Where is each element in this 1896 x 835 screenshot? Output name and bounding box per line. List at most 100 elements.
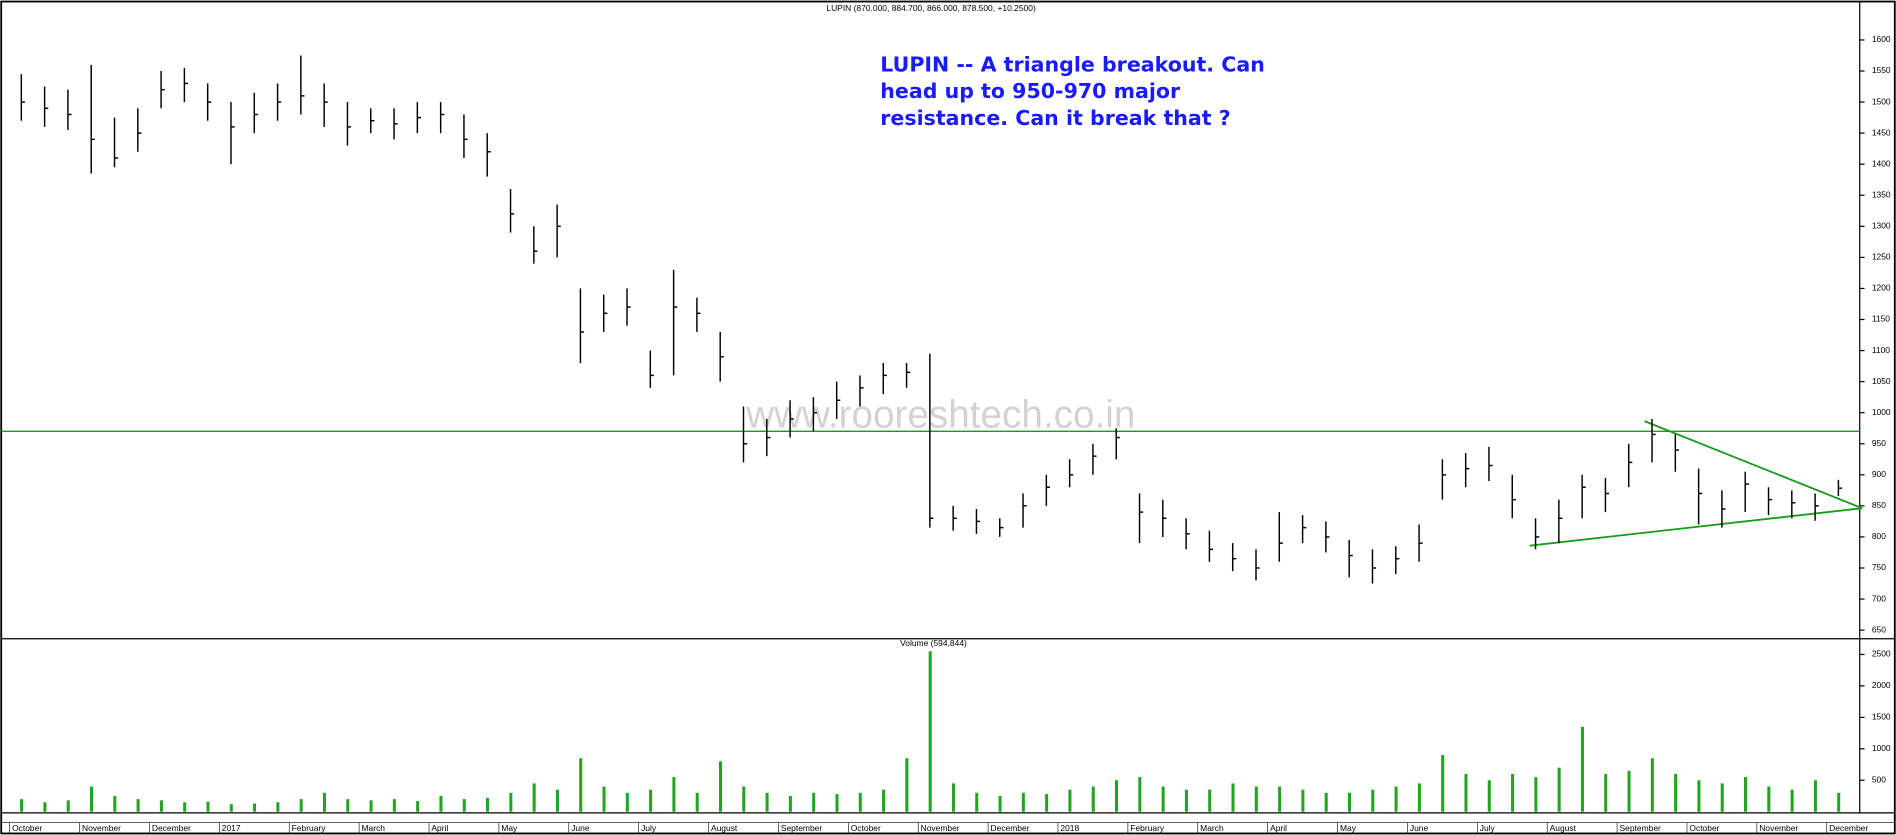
volume-bar	[1208, 789, 1212, 812]
volume-bar	[1813, 780, 1817, 812]
volume-bar	[229, 804, 233, 812]
volume-bar	[602, 786, 606, 812]
x-tick-label: October	[12, 823, 42, 833]
y-tick-label: 1150	[1872, 314, 1890, 324]
volume-bar	[1278, 786, 1282, 812]
y-tick-label: 1350	[1872, 189, 1891, 199]
volume-bar	[1394, 786, 1398, 812]
volume-bar	[1767, 786, 1771, 812]
x-tick-label: April	[431, 823, 448, 833]
y-tick-label: 2000	[1872, 680, 1891, 690]
y-tick-label: 750	[1872, 562, 1886, 572]
volume-bar	[812, 792, 816, 812]
volume-bar	[1347, 792, 1352, 812]
y-tick-label: 1200	[1872, 283, 1891, 293]
x-tick-label: April	[1270, 823, 1287, 833]
volume-title: Volume (594,844)	[900, 638, 967, 648]
volume-bar	[1604, 773, 1608, 812]
volume-bar	[1184, 789, 1188, 812]
y-tick-label: 800	[1872, 531, 1886, 541]
volume-bar	[462, 799, 466, 812]
volume-bar	[1790, 789, 1794, 812]
volume-bar	[159, 800, 163, 812]
volume-bar	[183, 802, 187, 812]
volume-bar	[1021, 792, 1025, 812]
x-tick-label: May	[1340, 823, 1357, 833]
volume-bar	[1580, 726, 1584, 812]
chart-title: LUPIN (870.000, 884.700, 866.000, 878.50…	[826, 3, 1036, 13]
y-tick-label: 1550	[1872, 65, 1891, 75]
volume-bar	[1138, 777, 1142, 812]
volume-bar	[299, 799, 303, 812]
volume-bar	[975, 792, 979, 812]
volume-bar	[905, 758, 909, 812]
y-tick-label: 1100	[1872, 345, 1890, 355]
volume-bar	[835, 794, 839, 812]
y-tick-label: 900	[1872, 469, 1886, 479]
y-tick-label: 1300	[1872, 221, 1891, 231]
volume-bar	[951, 783, 955, 812]
triangle-pattern	[1529, 420, 1863, 547]
y-tick-label: 1000	[1872, 743, 1891, 753]
watermark: www.rooreshtech.co.in	[745, 394, 1135, 437]
volume-bar	[1324, 792, 1328, 812]
x-tick-label: 2017	[222, 823, 241, 833]
volume-bar	[43, 802, 47, 812]
x-tick-label: August	[1550, 823, 1577, 833]
x-tick-label: September	[1620, 823, 1662, 833]
volume-bar	[1650, 758, 1654, 812]
volume-bar	[1487, 780, 1491, 812]
volume-bar	[532, 783, 536, 812]
volume-bar	[1534, 777, 1538, 812]
x-tick-label: December	[152, 823, 191, 833]
volume-bar	[253, 803, 257, 812]
volume-bar	[1254, 786, 1258, 812]
y-tick-label: 1250	[1872, 252, 1891, 262]
y-tick-label: 1500	[1872, 712, 1891, 722]
x-tick-label: May	[501, 823, 518, 833]
x-tick-label: March	[1200, 823, 1224, 833]
x-tick-label: June	[571, 823, 590, 833]
y-tick-label: 650	[1872, 624, 1886, 634]
volume-bar	[882, 789, 886, 812]
volume-bar	[369, 800, 373, 812]
y-tick-label: 1050	[1872, 376, 1891, 386]
y-tick-label: 850	[1872, 500, 1886, 510]
volume-bar	[928, 651, 932, 812]
x-tick-label: February	[292, 823, 327, 833]
volume-bar	[1371, 789, 1375, 812]
volume-bar	[1161, 786, 1165, 812]
volume-bar	[1464, 773, 1468, 812]
volume-bar	[486, 797, 490, 812]
volume-bar	[788, 795, 792, 812]
volume-bar	[136, 799, 140, 812]
volume-bar	[90, 786, 94, 812]
volume-bar	[1301, 789, 1305, 812]
x-tick-label: October	[1689, 823, 1719, 833]
x-tick-label: October	[851, 823, 881, 833]
volume-bar	[1720, 783, 1724, 812]
volume-bar	[1417, 783, 1421, 812]
volume-bar	[206, 801, 210, 812]
y-tick-label: 700	[1872, 593, 1886, 603]
annotation: head up to 950-970 major	[880, 79, 1181, 103]
volume-bar	[1441, 755, 1445, 812]
volume-bar	[625, 792, 629, 812]
volume-bar	[555, 789, 559, 812]
volume-bar	[1045, 794, 1049, 812]
x-tick-label: February	[1130, 823, 1165, 833]
volume-bar	[579, 758, 583, 812]
volume-bar	[1115, 780, 1119, 812]
volume-bar	[392, 799, 396, 812]
y-tick-label: 2500	[1872, 649, 1891, 659]
annotation: resistance. Can it break that ?	[880, 106, 1230, 130]
y-tick-label: 1400	[1872, 158, 1891, 168]
x-tick-label: 2018	[1060, 823, 1079, 833]
volume-bar	[346, 799, 350, 812]
volume-bar	[322, 792, 326, 812]
x-tick-label: November	[1759, 823, 1798, 833]
volume-bar	[1511, 773, 1515, 812]
volume-bar	[276, 802, 280, 812]
volume-bar	[439, 795, 443, 812]
